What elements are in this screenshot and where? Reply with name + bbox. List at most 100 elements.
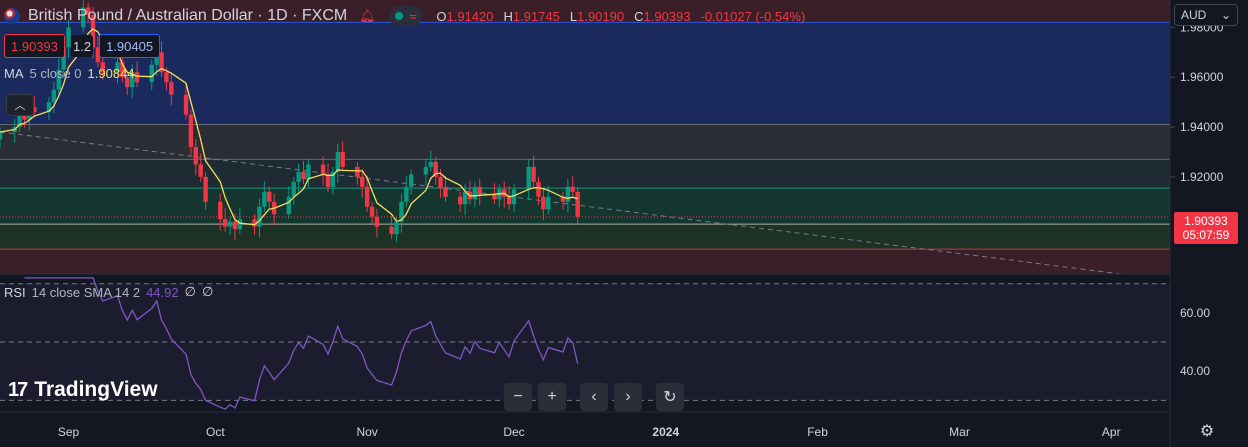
time-tick-label: 2024: [652, 425, 679, 439]
candle-body: [394, 221, 399, 235]
tradingview-logo-icon: 17: [8, 378, 28, 401]
candle-body: [364, 186, 370, 207]
candle-body: [306, 164, 311, 180]
ohlc-high-label: H: [503, 8, 513, 24]
candle-body: [56, 69, 61, 90]
candle-body: [22, 114, 27, 120]
time-tick-label: Oct: [206, 425, 225, 439]
rsi-extra-value-2: ∅: [201, 284, 214, 299]
candle-body: [457, 196, 463, 205]
price-zone: [0, 124, 1170, 160]
candle-body: [232, 221, 238, 230]
sell-button[interactable]: 1.90393: [4, 34, 65, 58]
candle-body: [546, 196, 551, 210]
candle-body: [222, 219, 228, 227]
candle-body: [188, 114, 194, 147]
ohlc-low-label: L: [569, 8, 578, 24]
ma-legend[interactable]: MA 5 close 0 1.90844: [4, 66, 135, 81]
candle-body: [46, 102, 52, 113]
candle-body: [81, 7, 86, 28]
ohlc-values: O1.91420 H1.91745 L1.90190 C1.90393 -0.0…: [436, 9, 805, 24]
currency-value: AUD: [1181, 8, 1207, 22]
candle-body: [66, 27, 71, 48]
candle-body: [85, 7, 91, 15]
chevron-down-icon: ⌄: [1220, 8, 1231, 22]
rsi-axis[interactable]: 60.00 40.00: [1180, 306, 1210, 378]
candle-body: [492, 194, 497, 200]
ma-line: [0, 28, 578, 226]
price-tick-label: 1.96000: [1180, 70, 1224, 84]
tradingview-logo[interactable]: 17 TradingView: [8, 378, 158, 402]
candle-body: [51, 89, 57, 103]
candle-body: [423, 166, 429, 175]
candle-body: [325, 174, 331, 187]
candle-body: [218, 201, 223, 220]
rsi-params: 14 close SMA 14 2: [31, 284, 141, 300]
candle-body: [61, 47, 66, 70]
candle-body: [115, 62, 120, 73]
candle-body: [389, 226, 394, 235]
candle-body: [301, 171, 306, 180]
candle-body: [164, 72, 169, 83]
ohlc-low-value: 1.90190: [577, 8, 625, 24]
market-open-dot-icon: [395, 12, 404, 20]
price-tick-label: 1.92000: [1180, 170, 1224, 184]
time-tick-label: Feb: [807, 425, 828, 439]
zoom-in-button[interactable]: +: [538, 383, 566, 411]
candle-body: [404, 186, 409, 202]
candle-body: [511, 189, 517, 205]
buy-button[interactable]: 1.90405: [99, 34, 161, 58]
symbol-title[interactable]: British Pound / Australian Dollar · 1D ·…: [28, 7, 348, 24]
reset-chart-button[interactable]: ↻: [656, 383, 684, 411]
zoom-out-button[interactable]: −: [504, 383, 532, 411]
candle-body: [100, 62, 106, 73]
candle-body: [355, 166, 360, 177]
candle-body: [340, 151, 345, 167]
rsi-value: 44.92: [146, 284, 179, 300]
candle-body: [506, 196, 512, 205]
candle-body: [536, 181, 541, 197]
scroll-right-button[interactable]: ›: [614, 383, 642, 411]
symbol-legend[interactable]: British Pound / Australian Dollar · 1D ·…: [4, 4, 805, 28]
candle-body: [183, 94, 189, 115]
price-zone: [0, 159, 1170, 189]
candle-body: [90, 14, 96, 48]
candle-body: [17, 114, 22, 128]
time-tick-label: Mar: [949, 425, 970, 439]
time-axis[interactable]: Sep Oct Nov Dec 2024 Feb Mar Apr: [58, 425, 1121, 439]
currency-selector[interactable]: AUD ⌄: [1174, 4, 1238, 26]
candle-body: [330, 171, 336, 187]
collapse-legend-button[interactable]: ︿: [6, 94, 34, 116]
candle-body: [531, 166, 536, 182]
spread-value: 1.2: [71, 35, 94, 57]
rsi-legend[interactable]: RSI 14 close SMA 14 2 44.92 ∅ ∅: [4, 284, 213, 300]
candle-body: [409, 174, 414, 187]
ma-params: 5 close 0: [29, 66, 82, 81]
ohlc-open-label: O: [436, 8, 447, 24]
price-zone: [0, 249, 1170, 274]
candle-body: [565, 186, 571, 202]
candle-body: [149, 64, 154, 83]
rsi-line: [24, 277, 579, 410]
rsi-label: RSI: [4, 284, 26, 300]
candle-body: [154, 52, 159, 65]
ohlc-open-value: 1.91420: [446, 8, 494, 24]
scroll-left-button[interactable]: ‹: [580, 383, 608, 411]
alert-bell-icon[interactable]: 🔔︎: [358, 8, 376, 23]
candle-body: [129, 72, 135, 88]
chart-navigation-toolbar: − + ‹ › ↻: [504, 383, 684, 411]
ma-value: 1.90844: [87, 66, 135, 81]
candle-body: [399, 201, 404, 222]
time-tick-label: Apr: [1102, 425, 1121, 439]
gear-icon[interactable]: ⚙︎: [1199, 423, 1215, 440]
candle-body: [575, 191, 580, 217]
rsi-tick-label: 40.00: [1180, 364, 1210, 378]
candle-body: [0, 132, 3, 140]
candle-body: [541, 196, 546, 210]
market-status[interactable]: ≈: [389, 6, 423, 26]
ma-label: MA: [4, 66, 24, 81]
rsi-extra-value-1: ∅: [184, 284, 196, 299]
time-tick-label: Dec: [503, 425, 524, 439]
data-delay-icon: ≈: [409, 8, 417, 24]
